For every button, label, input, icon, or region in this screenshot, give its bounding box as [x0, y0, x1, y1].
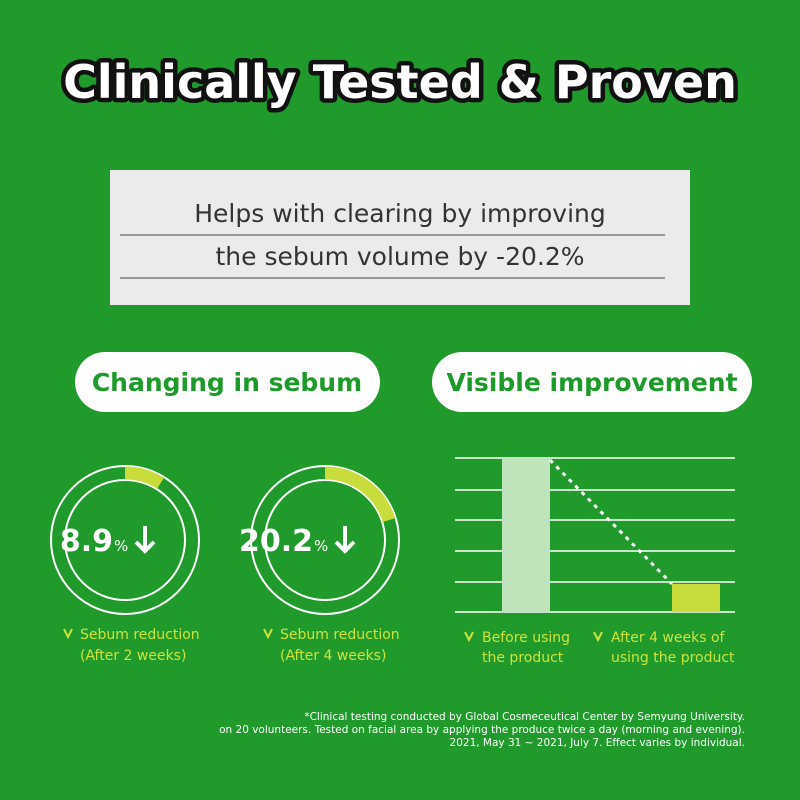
down-arrow [334, 526, 356, 554]
section-heading: Visible improvement [446, 368, 737, 397]
check-icon [464, 631, 474, 643]
banner-line: the sebum volume by -20.2% [215, 242, 584, 271]
donut-value: 20.2 [239, 524, 313, 559]
ring-outline [50, 465, 200, 615]
pill [432, 352, 752, 412]
after-bar [672, 584, 720, 612]
ring-outline [250, 465, 400, 615]
donut-arc [324, 466, 396, 523]
caption: (After 4 weeks) [280, 648, 386, 664]
pill [75, 352, 380, 412]
check-icon [63, 628, 73, 640]
donut-unit: % [114, 537, 128, 555]
caption: using the product [611, 650, 735, 666]
title: Clinically Tested & Proven [63, 55, 737, 109]
footnote: 2021, May 31 ~ 2021, July 7. Effect vari… [450, 737, 745, 749]
check-icon [593, 631, 603, 643]
ring-outline [64, 479, 186, 601]
caption: Before using [482, 630, 570, 646]
donut-unit: % [314, 537, 328, 555]
trend [548, 458, 674, 586]
donut-value: 8.9 [60, 524, 113, 559]
caption: Sebum reduction [280, 627, 400, 643]
caption: After 4 weeks of [611, 630, 726, 646]
banner-line: Helps with clearing by improving [194, 199, 606, 228]
check-icon [263, 628, 273, 640]
before-bar [502, 458, 550, 612]
caption: Sebum reduction [80, 627, 200, 643]
donut-arc [124, 466, 164, 489]
footnote: *Clinical testing conducted by Global Co… [304, 711, 745, 723]
section-heading: Changing in sebum [92, 368, 362, 397]
footnote: on 20 volunteers. Tested on facial area … [219, 724, 745, 736]
caption: the product [482, 650, 564, 666]
down-arrow [134, 526, 156, 554]
caption: (After 2 weeks) [80, 648, 186, 664]
ring-outline [264, 479, 386, 601]
banner [110, 170, 690, 305]
comparison-chart [455, 457, 735, 613]
